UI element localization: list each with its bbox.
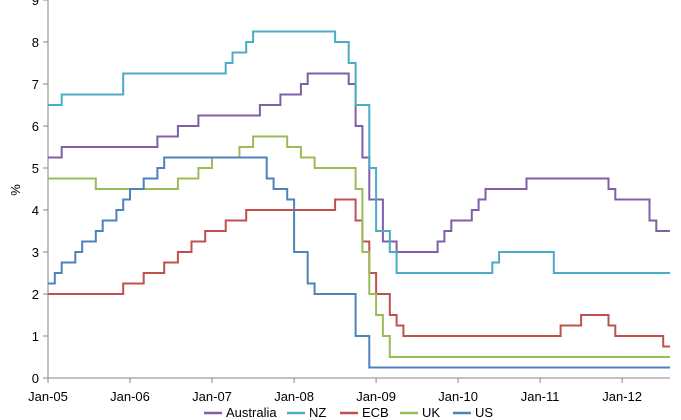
x-tick-label: Jan-05 xyxy=(28,389,68,404)
y-axis-label: % xyxy=(8,184,23,196)
y-tick-label: 7 xyxy=(32,77,39,92)
x-tick-label: Jan-08 xyxy=(274,389,314,404)
y-tick-label: 6 xyxy=(32,119,39,134)
legend: Australia NZ ECB UK US xyxy=(204,405,493,420)
x-tick-label: Jan-12 xyxy=(602,389,642,404)
y-tick-label: 2 xyxy=(32,287,39,302)
legend-label-uk: UK xyxy=(422,405,440,420)
series-line-us xyxy=(48,156,670,369)
x-tick-label: Jan-07 xyxy=(192,389,232,404)
legend-label-australia: Australia xyxy=(226,405,277,420)
y-tick-label: 5 xyxy=(32,161,39,176)
legend-label-ecb: ECB xyxy=(362,405,389,420)
y-tick-label: 3 xyxy=(32,245,39,260)
series-line-nz xyxy=(48,30,670,274)
legend-label-us: US xyxy=(475,405,493,420)
y-tick-label: 1 xyxy=(32,329,39,344)
legend-label-nz: NZ xyxy=(309,405,326,420)
y-tick-label: 4 xyxy=(32,203,39,218)
x-tick-label: Jan-11 xyxy=(521,389,560,404)
y-tick-label: 0 xyxy=(32,371,39,386)
x-tick-label: Jan-09 xyxy=(356,389,396,404)
x-tick-label: Jan-10 xyxy=(438,389,478,404)
series-line-australia xyxy=(48,72,670,253)
y-tick-label: 8 xyxy=(32,35,39,50)
y-tick-label: 9 xyxy=(32,0,39,8)
series-line-uk xyxy=(48,135,670,358)
x-tick-label: Jan-06 xyxy=(110,389,150,404)
x-axis-ticks: Jan-05 Jan-06 Jan-07 Jan-08 Jan-09 Jan-10 Jan-… xyxy=(28,378,642,404)
series-lines xyxy=(48,30,670,369)
y-axis-ticks: 0 1 2 3 4 5 6 7 8 9 xyxy=(32,0,48,386)
